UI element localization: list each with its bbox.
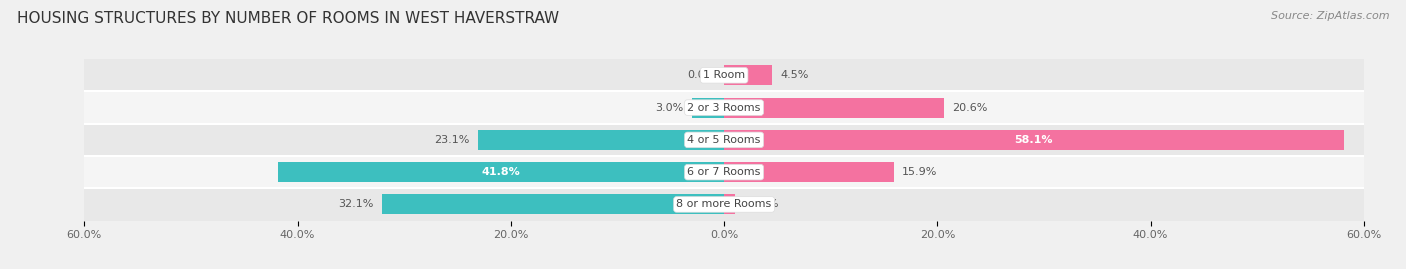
Text: 3.0%: 3.0% [655, 102, 683, 113]
Text: 15.9%: 15.9% [903, 167, 938, 177]
Text: 4 or 5 Rooms: 4 or 5 Rooms [688, 135, 761, 145]
Bar [382, 194, 724, 214]
Bar [724, 162, 894, 182]
Text: 58.1%: 58.1% [1015, 135, 1053, 145]
Text: 0.98%: 0.98% [742, 199, 779, 210]
Bar [724, 130, 1344, 150]
Bar [84, 59, 1364, 91]
Text: 1 Room: 1 Room [703, 70, 745, 80]
Bar [84, 156, 1364, 188]
Text: Source: ZipAtlas.com: Source: ZipAtlas.com [1271, 11, 1389, 21]
Text: 41.8%: 41.8% [482, 167, 520, 177]
Text: HOUSING STRUCTURES BY NUMBER OF ROOMS IN WEST HAVERSTRAW: HOUSING STRUCTURES BY NUMBER OF ROOMS IN… [17, 11, 560, 26]
Text: 8 or more Rooms: 8 or more Rooms [676, 199, 772, 210]
Bar [478, 130, 724, 150]
Bar [84, 124, 1364, 156]
Bar [724, 194, 734, 214]
Bar [692, 98, 724, 118]
Text: 4.5%: 4.5% [780, 70, 808, 80]
Bar [724, 65, 772, 85]
Text: 20.6%: 20.6% [952, 102, 987, 113]
Text: 23.1%: 23.1% [434, 135, 470, 145]
Bar [84, 188, 1364, 221]
Text: 6 or 7 Rooms: 6 or 7 Rooms [688, 167, 761, 177]
Text: 0.0%: 0.0% [688, 70, 716, 80]
Bar [84, 91, 1364, 124]
Bar [724, 98, 943, 118]
Bar [278, 162, 724, 182]
Text: 2 or 3 Rooms: 2 or 3 Rooms [688, 102, 761, 113]
Text: 32.1%: 32.1% [337, 199, 374, 210]
